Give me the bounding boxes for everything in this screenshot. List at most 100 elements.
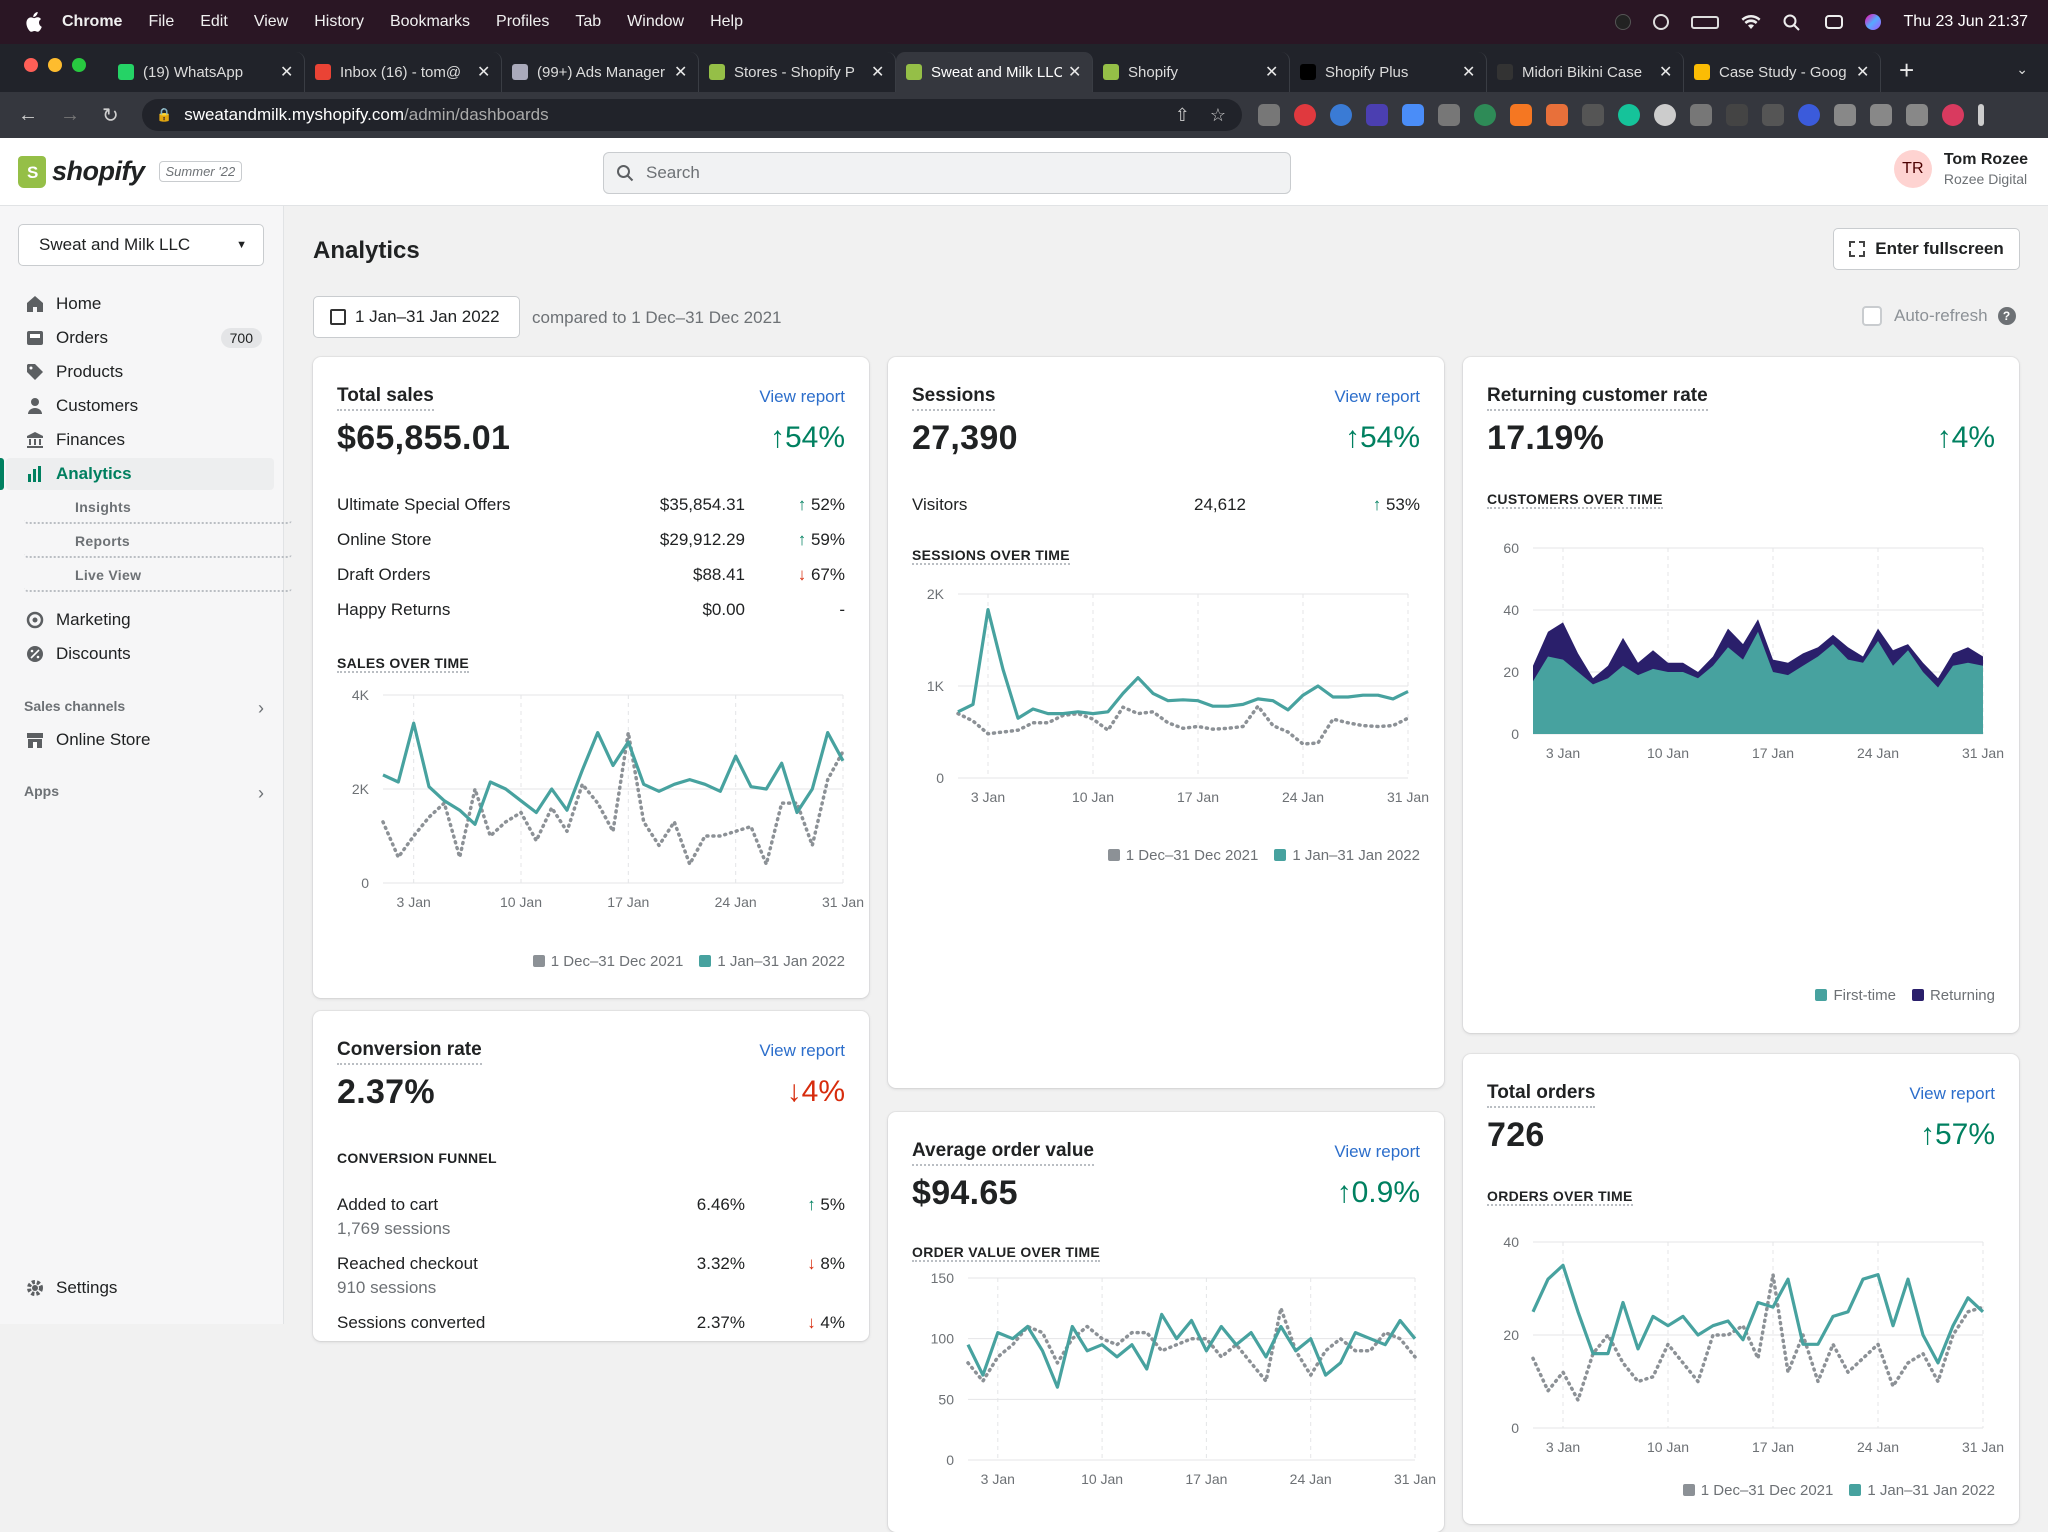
more-dots-extension-icon[interactable] [1582, 104, 1604, 126]
control-center-icon[interactable] [1825, 15, 1844, 29]
sidebar-item-discounts[interactable]: Discounts [6, 638, 274, 670]
sales-channels-header[interactable]: Sales channels › [24, 698, 264, 719]
share-icon[interactable]: ⇧ [1174, 104, 1190, 125]
close-window-button[interactable] [24, 58, 38, 72]
calendar-extension-icon[interactable] [1546, 104, 1568, 126]
sidebar-item-analytics[interactable]: Analytics [0, 458, 274, 490]
sales-over-time-chart: 0 2K 4K 3 Jan 10 Jan 17 Jan 24 Jan 31 Jan [352, 687, 864, 910]
close-tab-icon[interactable]: ✕ [871, 64, 885, 81]
menu-tab[interactable]: Tab [575, 13, 602, 30]
puzzle-extensions-icon[interactable] [1834, 104, 1856, 126]
hubspot-extension-icon[interactable] [1510, 104, 1532, 126]
apps-header[interactable]: Apps › [24, 783, 264, 804]
close-tab-icon[interactable]: ✕ [1068, 64, 1082, 81]
sidebar-icon[interactable] [1906, 104, 1928, 126]
browser-tab[interactable]: Stores - Shopify P ✕ [699, 52, 896, 92]
menu-edit[interactable]: Edit [200, 13, 228, 30]
browser-tab[interactable]: Sweat and Milk LLC ✕ [896, 52, 1093, 92]
sidebar-item-orders[interactable]: Orders 700 [6, 322, 274, 354]
close-tab-icon[interactable]: ✕ [1659, 64, 1673, 81]
chrome-menu-icon[interactable] [1978, 104, 1984, 126]
close-tab-icon[interactable]: ✕ [674, 64, 688, 81]
forward-arrow-icon[interactable]: → [60, 103, 80, 126]
profile-avatar-icon[interactable] [1942, 104, 1964, 126]
auto-refresh-checkbox[interactable] [1862, 306, 1882, 326]
tab-search-chevron-icon[interactable]: ⌄ [2016, 61, 2028, 77]
search-input[interactable]: Search [603, 152, 1291, 194]
macos-menubar: Chrome File Edit View History Bookmarks … [0, 0, 2048, 44]
play-icon[interactable] [1653, 14, 1670, 30]
close-tab-icon[interactable]: ✕ [1462, 64, 1476, 81]
hand-extension-icon[interactable] [1294, 104, 1316, 126]
camera-extension-icon[interactable] [1258, 104, 1280, 126]
date-range-picker[interactable]: 1 Jan–31 Jan 2022 [313, 296, 520, 338]
battery-icon[interactable] [1691, 15, 1720, 29]
siri-icon[interactable] [1865, 14, 1882, 30]
view-report-link[interactable]: View report [1909, 1084, 1995, 1103]
spotlight-search-icon[interactable] [1783, 14, 1803, 31]
help-icon[interactable]: ? [1997, 307, 2016, 325]
close-tab-icon[interactable]: ✕ [1265, 64, 1279, 81]
sidebar-item-customers[interactable]: Customers [6, 390, 274, 422]
view-report-link[interactable]: View report [759, 1041, 845, 1060]
browser-tab[interactable]: Midori Bikini Case ✕ [1487, 52, 1684, 92]
browser-tab[interactable]: (19) WhatsApp ✕ [108, 52, 305, 92]
lock-icon[interactable]: 🔒 [156, 107, 173, 122]
browser-tab[interactable]: Shopify ✕ [1093, 52, 1290, 92]
screen-extension-icon[interactable] [1402, 104, 1424, 126]
sidebar-item-finances[interactable]: Finances [6, 424, 274, 456]
reload-icon[interactable]: ↻ [102, 104, 119, 127]
apple-icon[interactable] [24, 12, 42, 32]
sidebar-item-settings[interactable]: Settings [6, 1272, 274, 1304]
new-tab-button[interactable]: + [1899, 55, 1915, 85]
code-extension-icon[interactable] [1438, 104, 1460, 126]
menu-help[interactable]: Help [710, 13, 743, 30]
menu-view[interactable]: View [253, 13, 289, 30]
browser-tab[interactable]: (99+) Ads Manager ✕ [502, 52, 699, 92]
sidebar-item-products[interactable]: Products [6, 356, 274, 388]
sidebar-item-insights[interactable]: Insights [24, 492, 292, 524]
record-icon[interactable] [1615, 14, 1632, 30]
view-report-link[interactable]: View report [759, 387, 845, 406]
close-tab-icon[interactable]: ✕ [477, 64, 491, 81]
pen-extension-icon[interactable] [1690, 104, 1712, 126]
close-tab-icon[interactable]: ✕ [280, 64, 294, 81]
store-selector[interactable]: Sweat and Milk LLC ▼ [18, 224, 264, 266]
menu-history[interactable]: History [314, 13, 364, 30]
function-extension-icon[interactable] [1726, 104, 1748, 126]
settings-extension-icon[interactable] [1798, 104, 1820, 126]
menu-window[interactable]: Window [627, 13, 685, 30]
bookmark-star-icon[interactable]: ☆ [1209, 104, 1226, 125]
minimize-window-button[interactable] [48, 58, 62, 72]
maximize-window-button[interactable] [72, 58, 86, 72]
wifi-icon[interactable] [1741, 14, 1761, 30]
script-extension-icon[interactable] [1762, 104, 1784, 126]
sidebar-item-online-store[interactable]: Online Store [6, 724, 274, 756]
grammarly-extension-icon[interactable] [1618, 104, 1640, 126]
address-bar[interactable]: 🔒 sweatandmilk.myshopify.com/admin/dashb… [142, 99, 1242, 131]
sidebar-item-home[interactable]: Home [6, 288, 274, 320]
back-arrow-icon[interactable]: ← [18, 103, 38, 126]
sidebar-item-marketing[interactable]: Marketing [6, 604, 274, 636]
sidebar-item-reports[interactable]: Reports [24, 526, 292, 558]
privacy-extension-icon[interactable] [1330, 104, 1352, 126]
shopify-logo[interactable]: shopify Summer '22 [18, 155, 243, 188]
badge-extension-icon[interactable] [1366, 104, 1388, 126]
browser-tab[interactable]: Shopify Plus ✕ [1290, 52, 1487, 92]
browser-tab[interactable]: Case Study - Goog ✕ [1684, 52, 1881, 92]
view-report-link[interactable]: View report [1334, 387, 1420, 406]
close-tab-icon[interactable]: ✕ [1856, 64, 1870, 81]
menu-file[interactable]: File [148, 13, 175, 30]
reading-list-icon[interactable] [1870, 104, 1892, 126]
browser-tab[interactable]: Inbox (16) - tom@ ✕ [305, 52, 502, 92]
menu-bookmarks[interactable]: Bookmarks [389, 13, 471, 30]
enter-fullscreen-button[interactable]: Enter fullscreen [1833, 228, 2020, 270]
menubar-app-name[interactable]: Chrome [62, 13, 123, 30]
user-menu[interactable]: TR Tom Rozee Rozee Digital [1893, 150, 2028, 188]
menubar-clock[interactable]: Thu 23 Jun 21:37 [1903, 13, 2028, 30]
android-extension-icon[interactable] [1474, 104, 1496, 126]
sidebar-item-live-view[interactable]: Live View [24, 560, 292, 592]
menu-profiles[interactable]: Profiles [496, 13, 550, 30]
clock-extension-icon[interactable] [1654, 104, 1676, 126]
view-report-link[interactable]: View report [1334, 1142, 1420, 1161]
